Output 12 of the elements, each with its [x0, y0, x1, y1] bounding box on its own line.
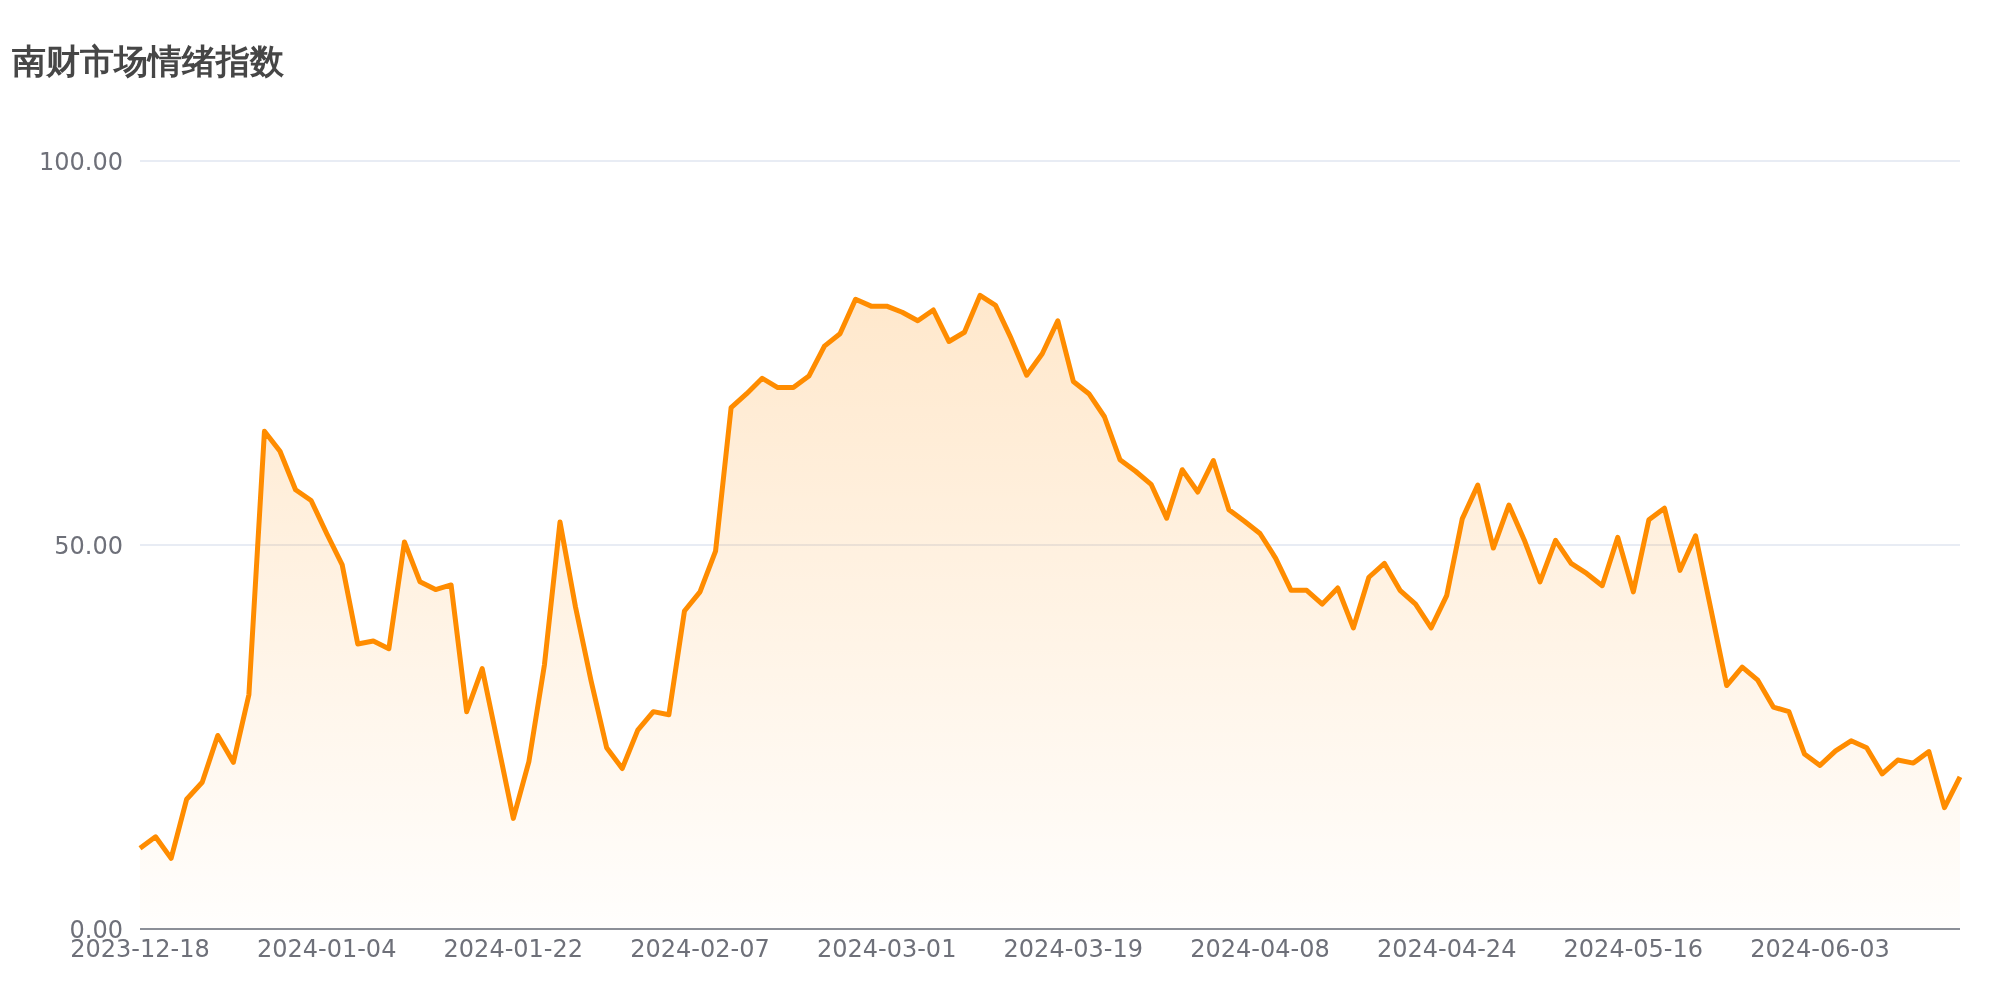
x-tick-label: 2024-03-01: [816, 935, 957, 964]
x-tick-label: 2024-02-07: [630, 935, 770, 964]
x-tick-label: 2024-04-24: [1376, 935, 1517, 964]
y-tick-label: 100.00: [39, 147, 123, 176]
x-tick-label: 2024-06-03: [1750, 935, 1890, 964]
x-tick-label: 2024-04-08: [1190, 935, 1330, 964]
x-tick-label: 2024-05-16: [1563, 935, 1704, 964]
x-tick-label: 2024-03-19: [1003, 935, 1144, 964]
y-tick-label: 50.00: [54, 531, 123, 560]
chart-title: 南财市场情绪指数: [12, 41, 284, 81]
x-tick-label: 2024-01-04: [256, 935, 397, 964]
x-tick-label: 2024-01-22: [443, 935, 584, 964]
